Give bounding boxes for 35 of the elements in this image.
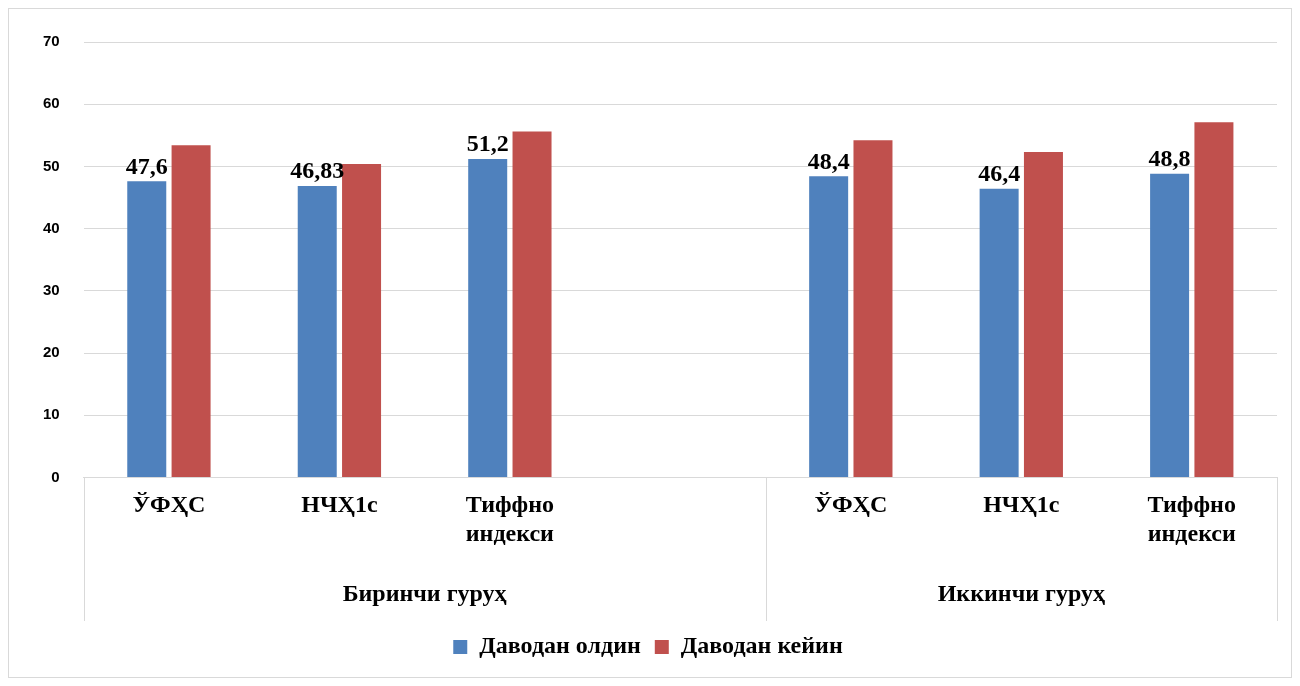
- bar: [1150, 173, 1190, 477]
- legend-label: Даводан олдин: [479, 632, 641, 659]
- y-tick-label: 0: [51, 467, 60, 485]
- text: Биринчи гуруҳ: [342, 580, 507, 607]
- bar: [809, 176, 849, 477]
- bar: [468, 158, 508, 477]
- y-tick-label: 60: [43, 94, 60, 112]
- bar: [853, 140, 893, 477]
- bar: [127, 181, 167, 477]
- data-label: 46,4: [978, 160, 1021, 186]
- bar: [297, 186, 337, 477]
- y-tick-label: 10: [43, 405, 60, 423]
- bar: [342, 163, 382, 477]
- x-tick-label: ЎФҲС: [814, 491, 888, 517]
- y-tick-label: 70: [43, 32, 60, 50]
- legend-label: Даводан кейин: [680, 632, 843, 659]
- bar: [1023, 152, 1063, 477]
- y-tick-label: 30: [43, 280, 60, 298]
- y-tick-label: 20: [43, 343, 60, 361]
- data-label: 51,2: [466, 130, 509, 157]
- bar: [512, 131, 552, 477]
- x-tick-label: Тиффно индекси: [465, 491, 555, 546]
- y-tick-label: 50: [43, 156, 60, 174]
- x-tick-label: Тиффно индекси: [1147, 491, 1237, 546]
- y-tick-label: 40: [43, 218, 60, 236]
- data-label: 47,6: [125, 152, 168, 179]
- bar: [1194, 122, 1234, 477]
- text: Иккинчи гуруҳ: [937, 580, 1105, 607]
- bar: [171, 145, 211, 477]
- x-tick-label: ЎФҲС: [132, 491, 206, 517]
- x-tick-label: НЧҲ1с: [983, 491, 1060, 517]
- x-tick-label: НЧҲ1с: [301, 491, 378, 517]
- data-label: 48,4: [807, 147, 850, 174]
- bar: [979, 188, 1019, 477]
- data-label: 48,8: [1148, 145, 1191, 172]
